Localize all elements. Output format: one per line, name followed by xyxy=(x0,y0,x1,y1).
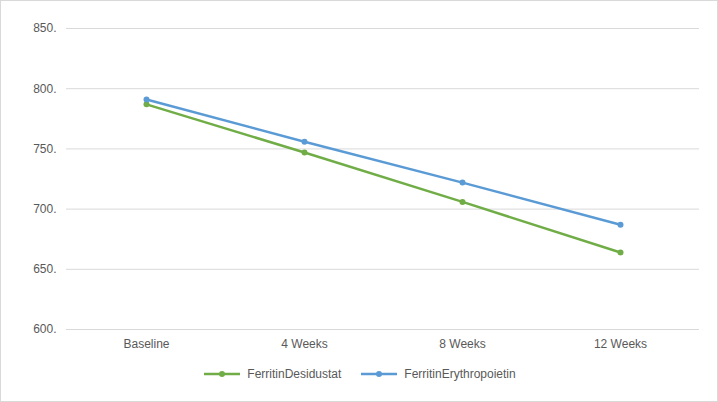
svg-text:800.: 800. xyxy=(33,82,56,96)
svg-text:8 Weeks: 8 Weeks xyxy=(439,337,485,351)
svg-text:Baseline: Baseline xyxy=(123,337,169,351)
svg-text:750.: 750. xyxy=(33,142,56,156)
svg-text:650.: 650. xyxy=(33,262,56,276)
svg-text:600.: 600. xyxy=(33,322,56,336)
svg-text:850.: 850. xyxy=(33,21,56,35)
html-text:FerritinDesidustat: FerritinDesidustat xyxy=(247,367,342,381)
html-text:FerritinErythropoietin: FerritinErythropoietin xyxy=(404,367,516,381)
svg-text:700.: 700. xyxy=(33,202,56,216)
svg-text:4 Weeks: 4 Weeks xyxy=(281,337,327,351)
svg-text:12 Weeks: 12 Weeks xyxy=(594,337,647,351)
